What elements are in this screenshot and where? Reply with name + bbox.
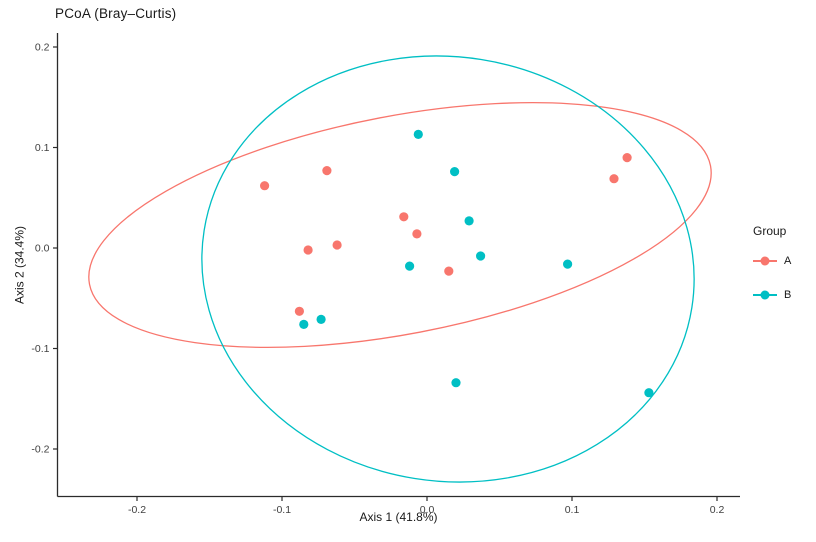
data-point-group-a	[294, 306, 304, 316]
data-point-group-b	[476, 251, 486, 261]
legend-item-group-b: B	[753, 282, 815, 308]
data-point-group-a	[609, 174, 619, 184]
data-point-group-a	[260, 181, 270, 191]
data-point-group-b	[451, 378, 461, 388]
x-tick-label: 0.2	[710, 504, 725, 516]
y-tick-label: -0.2	[31, 444, 49, 456]
confidence-ellipse-group-a	[88, 101, 712, 349]
data-point-group-a	[444, 266, 454, 276]
data-point-group-b	[450, 167, 460, 177]
data-point-group-a	[412, 229, 422, 239]
data-point-group-b	[413, 129, 423, 139]
legend-label-group-a: A	[784, 255, 792, 267]
legend-key-group-b-icon	[753, 286, 777, 304]
x-tick-label: -0.2	[128, 504, 146, 516]
legend-key-dot	[760, 256, 770, 266]
data-point-group-b	[405, 261, 415, 271]
y-tick-label: 0.1	[35, 142, 50, 154]
x-tick-label: 0.1	[565, 504, 580, 516]
confidence-ellipse-group-b	[201, 55, 695, 483]
data-point-group-b	[563, 259, 573, 269]
data-point-group-b	[464, 216, 474, 226]
data-point-group-a	[303, 245, 313, 255]
y-tick-label: 0.0	[35, 243, 50, 255]
x-axis-title: Axis 1 (41.8%)	[359, 510, 438, 524]
data-point-group-b	[644, 388, 654, 398]
legend: Group A B	[753, 224, 815, 308]
x-tick-label: 0.0	[420, 504, 435, 516]
x-tick-label: -0.1	[273, 504, 291, 516]
legend-title: Group	[753, 224, 787, 238]
y-tick-label: -0.1	[31, 343, 49, 355]
legend-label-group-b: B	[784, 289, 792, 301]
data-point-group-a	[399, 212, 409, 222]
data-point-group-b	[316, 314, 326, 324]
data-point-group-a	[332, 240, 342, 250]
data-point-group-a	[322, 166, 332, 176]
y-axis-title: Axis 2 (34.4%)	[12, 225, 27, 305]
legend-item-group-a: A	[753, 248, 815, 274]
y-tick-label: 0.2	[35, 42, 50, 54]
chart-title: PCoA (Bray–Curtis)	[55, 6, 177, 21]
data-point-group-b	[299, 319, 309, 329]
legend-key-group-a-icon	[753, 252, 777, 270]
legend-key-dot	[760, 290, 770, 300]
data-point-group-a	[622, 153, 632, 163]
